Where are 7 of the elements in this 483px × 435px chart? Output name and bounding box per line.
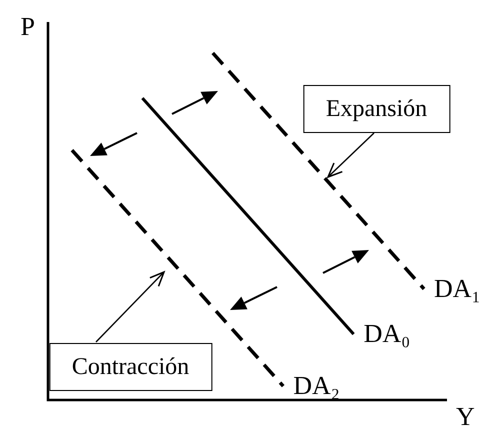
series-label: DA₀: [364, 319, 410, 348]
y-axis-title: P: [20, 12, 35, 41]
annotation: Expansión: [302, 84, 450, 132]
x-axis-title: Y: [456, 402, 475, 431]
series-label: DA₁: [434, 274, 481, 303]
series-label: DA₂: [293, 371, 340, 400]
annotation: Contracción: [48, 342, 212, 390]
